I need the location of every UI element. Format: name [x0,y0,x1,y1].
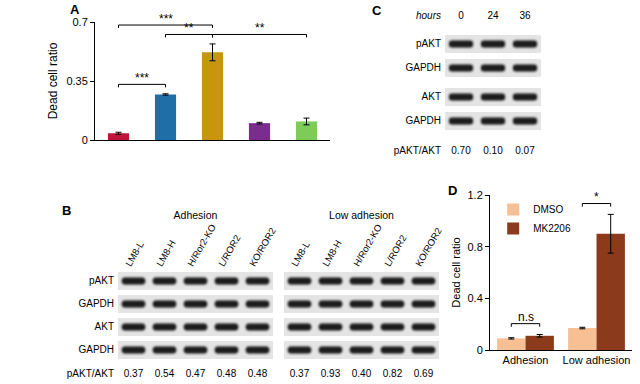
svg-text:0.37: 0.37 [290,368,310,379]
svg-text:0.37: 0.37 [124,368,144,379]
svg-text:*: * [594,190,599,204]
svg-text:pAKT/AKT: pAKT/AKT [67,368,114,379]
svg-text:1.2: 1.2 [468,189,483,201]
svg-text:0.40: 0.40 [352,368,372,379]
svg-text:0.48: 0.48 [217,368,237,379]
svg-text:0.54: 0.54 [155,368,175,379]
svg-text:H/Ror2-KO: H/Ror2-KO [185,222,218,268]
svg-text:L/ROR2: L/ROR2 [216,233,243,268]
svg-text:pAKT/AKT: pAKT/AKT [394,145,441,156]
svg-text:0.47: 0.47 [186,368,206,379]
svg-text:MK2206: MK2206 [533,223,571,234]
svg-text:AKT: AKT [422,91,441,102]
svg-text:0.93: 0.93 [321,368,341,379]
svg-text:GAPDH: GAPDH [405,62,441,73]
svg-text:pAKT: pAKT [416,38,441,49]
svg-text:Low adhesion: Low adhesion [329,209,394,221]
svg-text:0.48: 0.48 [248,368,268,379]
svg-text:Dead cell ratio: Dead cell ratio [450,237,462,307]
svg-text:24: 24 [487,10,499,21]
svg-text:GAPDH: GAPDH [405,115,441,126]
svg-text:GAPDH: GAPDH [78,344,114,355]
svg-text:D: D [448,183,457,198]
svg-text:LM8-L: LM8-L [123,239,146,268]
svg-text:**: ** [255,21,265,35]
svg-text:36: 36 [519,10,531,21]
svg-text:0.07: 0.07 [515,145,535,156]
svg-text:Adhesion: Adhesion [174,209,218,221]
svg-text:C: C [372,3,382,18]
svg-text:0.35: 0.35 [66,75,87,87]
svg-text:0: 0 [458,10,464,21]
svg-text:***: *** [135,71,149,85]
svg-text:L/ROR2: L/ROR2 [382,233,409,268]
svg-text:**: ** [184,21,194,35]
svg-text:0.4: 0.4 [468,292,483,304]
svg-text:Low adhesion: Low adhesion [563,354,631,366]
svg-text:AKT: AKT [95,321,114,332]
svg-text:***: *** [159,12,173,26]
svg-text:Dead cell ratio: Dead cell ratio [46,42,60,119]
svg-text:pAKT: pAKT [89,275,114,286]
svg-text:0: 0 [477,344,483,356]
svg-text:KO/ROR2: KO/ROR2 [247,226,278,269]
svg-text:0.7: 0.7 [73,16,88,28]
svg-text:LM8-H: LM8-H [320,238,344,268]
svg-text:n.s: n.s [518,310,534,324]
svg-text:DMSO: DMSO [533,204,563,215]
svg-text:0.70: 0.70 [451,145,471,156]
svg-text:0.8: 0.8 [468,241,483,253]
svg-text:LM8-L: LM8-L [289,239,312,268]
svg-text:Adhesion: Adhesion [503,354,549,366]
svg-text:0.82: 0.82 [383,368,403,379]
svg-text:GAPDH: GAPDH [78,298,114,309]
svg-text:0: 0 [82,134,88,146]
svg-text:0.69: 0.69 [414,368,434,379]
svg-text:LM8-H: LM8-H [154,238,178,268]
svg-text:0.10: 0.10 [483,145,503,156]
svg-text:hours: hours [416,10,441,21]
svg-text:H/Ror2-KO: H/Ror2-KO [351,222,384,268]
svg-text:B: B [62,203,71,218]
svg-text:KO/ROR2: KO/ROR2 [413,226,444,269]
svg-text:A: A [70,2,80,17]
